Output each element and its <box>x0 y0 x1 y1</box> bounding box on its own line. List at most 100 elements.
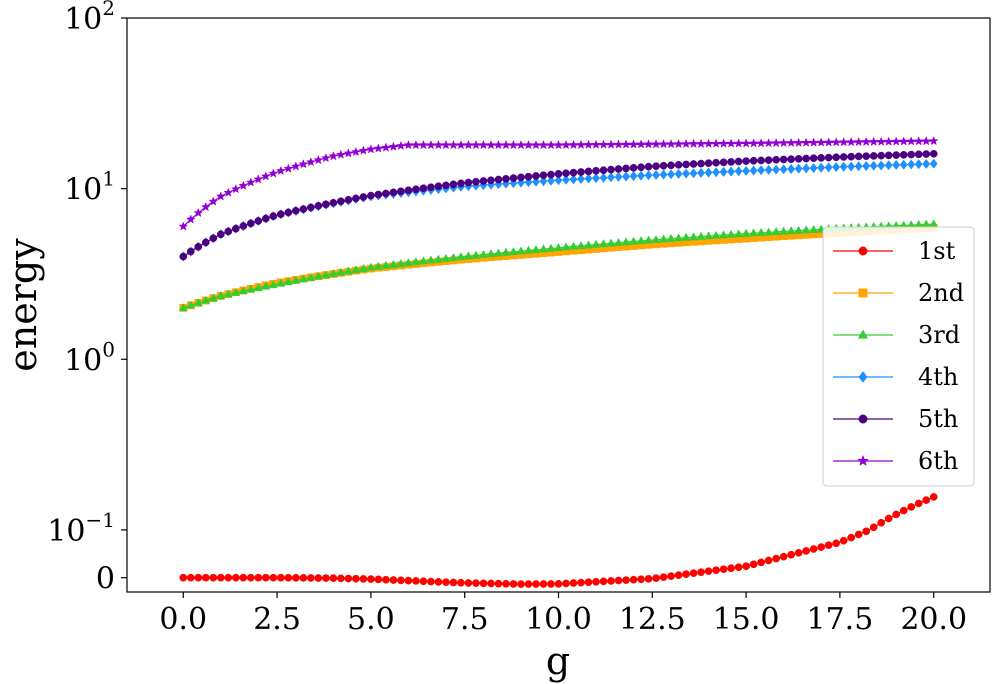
data-point <box>471 139 481 150</box>
data-point <box>599 577 608 586</box>
data-point <box>673 138 684 149</box>
data-point <box>562 579 570 588</box>
data-point <box>554 242 563 251</box>
data-point <box>727 564 735 573</box>
data-point <box>929 149 938 158</box>
data-point <box>441 253 451 262</box>
data-point <box>524 172 533 181</box>
data-point <box>329 574 338 582</box>
data-point <box>419 256 428 265</box>
data-point <box>636 236 646 245</box>
data-point <box>674 233 683 242</box>
data-point <box>494 175 503 184</box>
data-point <box>824 162 833 173</box>
data-point <box>794 548 803 557</box>
data-point <box>577 168 585 176</box>
data-point <box>802 154 810 163</box>
data-point <box>456 252 466 261</box>
data-point <box>652 169 660 181</box>
data-point <box>328 268 338 277</box>
data-point <box>922 158 931 170</box>
data-point <box>817 162 826 173</box>
data-point <box>757 156 765 165</box>
data-point <box>260 171 271 181</box>
data-point <box>449 252 458 261</box>
data-point <box>621 139 631 149</box>
data-point <box>569 168 578 177</box>
data-point <box>434 254 443 263</box>
data-point <box>486 249 496 258</box>
data-point <box>569 241 578 250</box>
data-point <box>674 571 683 579</box>
data-point <box>636 139 646 149</box>
data-point <box>787 550 795 559</box>
data-point <box>352 194 360 203</box>
data-point <box>823 137 834 147</box>
data-point <box>231 224 240 233</box>
data-point <box>748 138 759 148</box>
x-tick-label: 12.5 <box>619 602 686 637</box>
data-point <box>907 503 916 511</box>
data-point <box>457 179 465 188</box>
data-point <box>809 545 818 553</box>
data-point <box>913 136 924 146</box>
data-point <box>487 579 495 588</box>
data-point <box>561 242 571 251</box>
data-point <box>284 573 293 582</box>
data-point <box>411 257 421 266</box>
data-point <box>367 191 375 200</box>
data-point <box>179 573 188 582</box>
data-point <box>591 139 601 149</box>
data-point <box>441 139 451 150</box>
legend-label: 3rd <box>918 321 960 349</box>
data-point <box>245 177 256 187</box>
data-point <box>382 575 390 584</box>
data-point <box>868 136 879 146</box>
data-point <box>419 577 428 586</box>
data-point <box>554 175 563 186</box>
data-point <box>404 186 413 195</box>
data-point <box>651 139 661 149</box>
data-point <box>577 173 585 185</box>
data-point <box>644 574 653 583</box>
legend: 1st 2nd 3rd 4th 5th 6th <box>822 226 975 487</box>
data-point <box>727 158 735 166</box>
data-point <box>583 139 594 149</box>
data-point <box>411 139 421 150</box>
data-point <box>261 573 270 582</box>
data-point <box>471 250 481 259</box>
data-point <box>547 170 555 179</box>
data-point <box>186 573 195 582</box>
data-point <box>651 234 661 243</box>
data-point <box>726 138 736 148</box>
data-point <box>231 287 241 296</box>
data-point <box>854 152 863 161</box>
data-point <box>215 191 226 201</box>
data-point <box>621 237 631 246</box>
x-axis: 0.0 2.5 5.0 7.5 10.0 12.5 15.0 17.5 20.0 <box>159 592 967 637</box>
data-point <box>832 153 841 162</box>
data-point <box>838 137 849 147</box>
data-point <box>366 262 376 271</box>
legend-entry: 5th <box>833 405 958 433</box>
data-point <box>284 208 293 217</box>
data-point <box>929 158 938 169</box>
data-point <box>892 151 901 159</box>
data-point <box>464 178 473 187</box>
data-point <box>201 573 210 582</box>
data-point <box>358 145 369 155</box>
data-point <box>922 496 931 504</box>
data-point <box>757 165 766 176</box>
data-point <box>637 163 645 172</box>
data-point <box>194 242 203 251</box>
data-point <box>209 234 218 243</box>
data-point <box>862 527 871 536</box>
data-point <box>816 137 827 147</box>
data-point <box>898 136 909 146</box>
y-axis-label: energy <box>1 238 45 372</box>
data-point <box>216 230 225 239</box>
legend-marker <box>858 414 868 424</box>
data-point <box>201 295 211 304</box>
data-point <box>389 576 398 584</box>
data-point <box>223 289 233 298</box>
